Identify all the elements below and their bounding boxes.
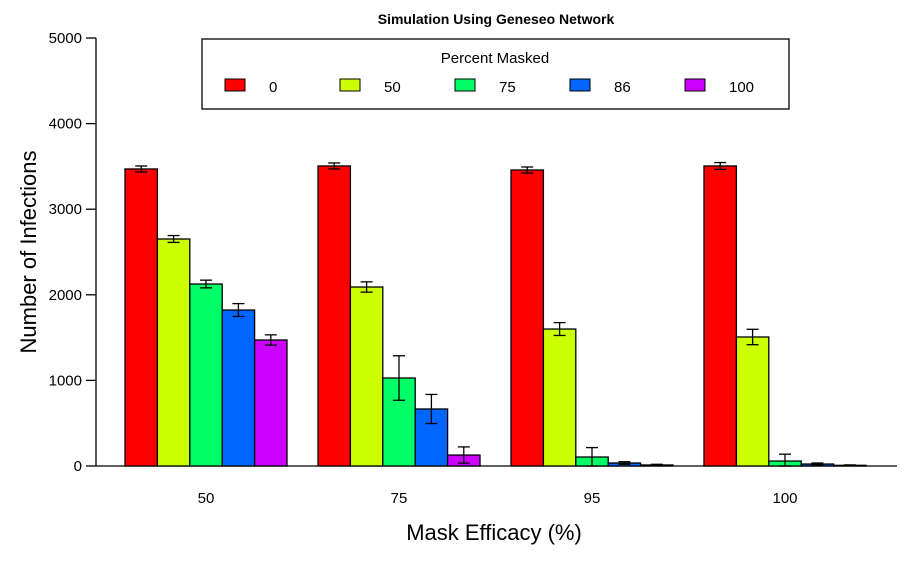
bar-95-0: [510, 169, 545, 467]
y-tick-label: 3000: [49, 201, 82, 218]
x-axis-title: Mask Efficacy (%): [406, 520, 582, 545]
x-tick-label: 50: [198, 490, 215, 507]
legend-title: Percent Masked: [441, 50, 549, 67]
bar-75-50: [349, 286, 384, 467]
bar-50-100: [253, 339, 288, 467]
x-tick-label: 100: [772, 490, 797, 507]
legend: Percent Masked 0 50 75 86 100: [201, 38, 790, 110]
bar-75-0: [317, 165, 352, 467]
legend-label: 100: [729, 79, 754, 96]
legend-swatch-0: [224, 78, 246, 92]
bar-50-86: [221, 309, 256, 467]
y-tick-label: 1000: [49, 372, 82, 389]
legend-items: 0 50 75 86 100: [224, 78, 754, 96]
bar-50-50: [156, 238, 191, 467]
y-tick-label: 5000: [49, 30, 82, 47]
error-bars: [135, 161, 856, 467]
legend-swatch-75: [454, 78, 476, 92]
chart-title: Simulation Using Geneseo Network: [378, 11, 615, 27]
y-axis-title: Number of Infections: [16, 151, 41, 354]
legend-label: 50: [384, 79, 401, 96]
x-tick-label: 95: [584, 490, 601, 507]
y-tick-label: 0: [74, 458, 82, 475]
y-tick-label: 2000: [49, 287, 82, 304]
bar-100-50: [735, 336, 770, 467]
legend-swatch-50: [339, 78, 361, 92]
bar-50-75: [189, 283, 223, 467]
bar-50-0: [124, 168, 159, 467]
legend-label: 86: [614, 79, 631, 96]
y-tick-label: 4000: [49, 116, 82, 133]
legend-box: [201, 38, 790, 110]
y-axis: 0 1000 2000 3000 4000 5000: [49, 30, 97, 475]
bar-100-0: [703, 165, 738, 467]
x-tick-label: 75: [391, 490, 408, 507]
legend-label: 75: [499, 79, 516, 96]
legend-swatch-100: [684, 78, 706, 92]
legend-label: 0: [269, 79, 277, 96]
bars: [124, 165, 867, 467]
bar-95-50: [542, 328, 577, 467]
x-axis: 50 75 95 100: [96, 465, 897, 507]
legend-swatch-86: [569, 78, 591, 92]
